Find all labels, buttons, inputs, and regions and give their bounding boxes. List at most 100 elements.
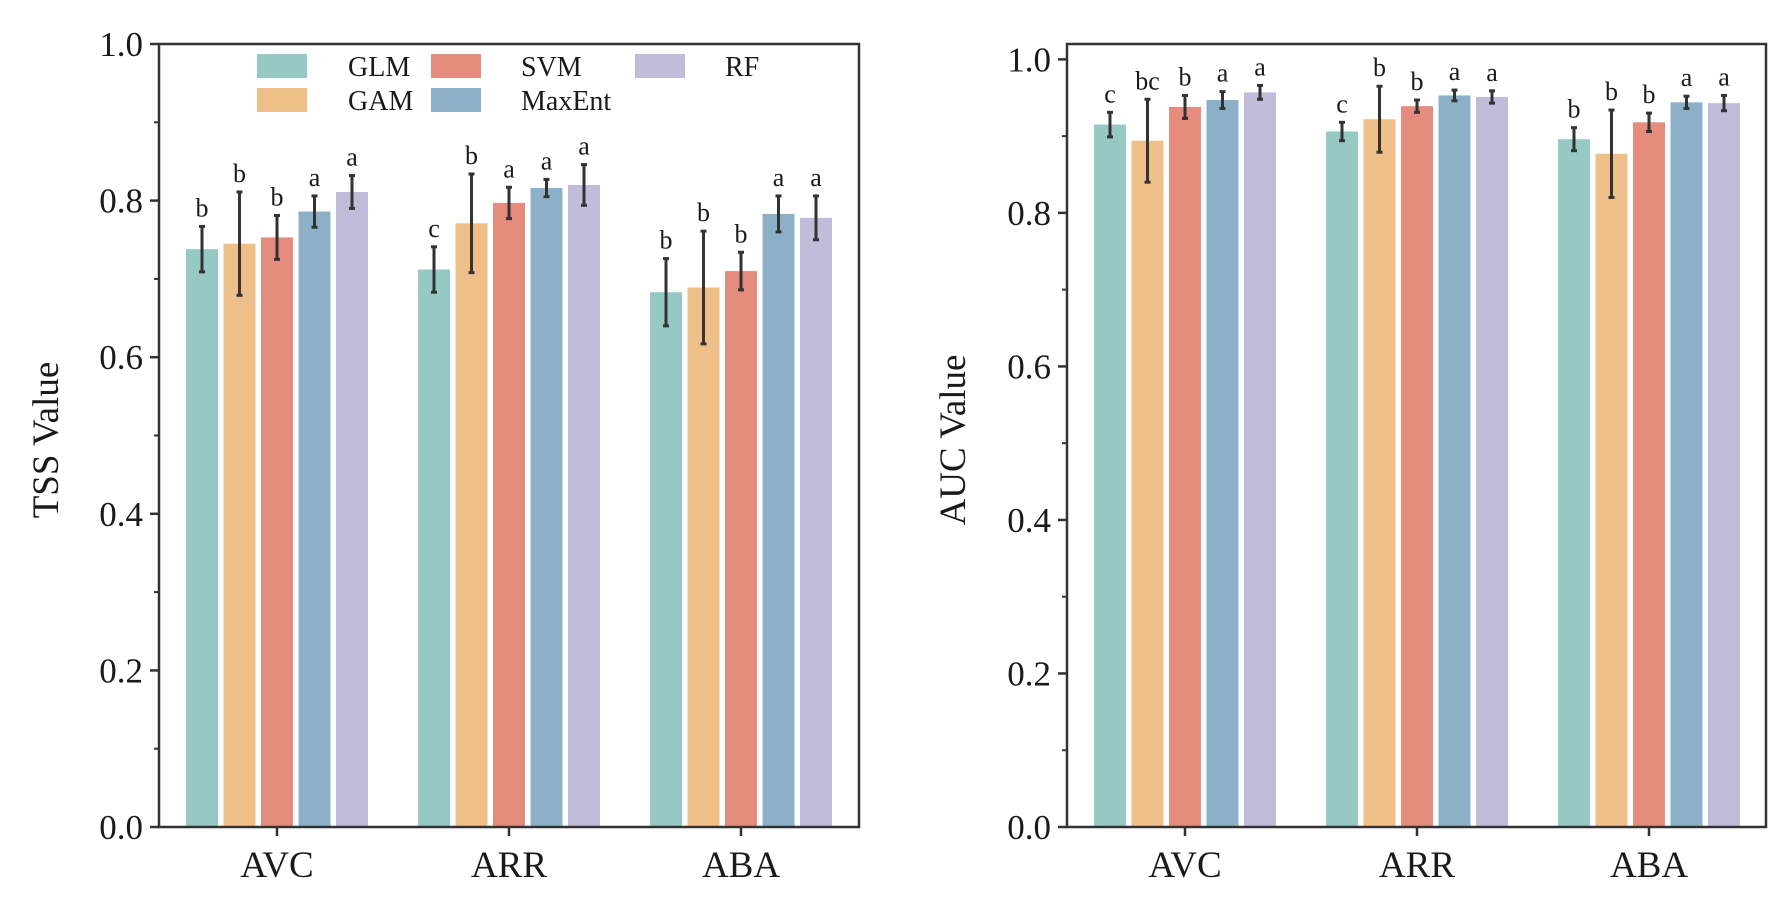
auc-y-axis-title: AUC Value	[933, 355, 974, 526]
auc-bar-gam-arr	[1363, 119, 1396, 827]
auc-errorbar-gam-arr	[1376, 84, 1383, 154]
legend-label-svm: SVM	[521, 52, 582, 83]
auc-bar-maxent-arr	[1438, 95, 1471, 827]
tss-errorbar-maxent-aba	[775, 194, 782, 234]
auc-y-tick-label: 1.0	[1007, 40, 1051, 79]
tss-sig-label-gam-arr: b	[465, 141, 478, 170]
auc-errorbars	[1107, 83, 1727, 200]
legend: GLM GAM SVM MaxEnt RF	[257, 52, 759, 117]
auc-bar-glm-avc	[1094, 124, 1126, 827]
auc-bar-svm-avc	[1169, 106, 1201, 827]
tss-y-tick-label: 0.8	[99, 182, 143, 221]
tss-bar-svm-arr	[493, 202, 525, 828]
auc-errorbar-rf-arr	[1489, 89, 1495, 105]
auc-bar-glm-aba	[1558, 139, 1590, 827]
tss-errorbar-maxent-avc	[311, 194, 318, 229]
tss-bar-maxent-avc	[298, 211, 331, 827]
tss-y-tick-label: 0.6	[99, 338, 143, 377]
legend-swatch-svm	[431, 54, 481, 78]
tss-errorbar-glm-avc	[199, 224, 205, 274]
auc-chart-panel: c c bbc bbb b ba a aa a a 0.00.20.40.60.81.0 AVC A…	[933, 40, 1768, 886]
legend-label-maxent: MaxEnt	[521, 86, 611, 117]
auc-sig-label-svm-arr: b	[1411, 67, 1424, 96]
auc-bar-gam-avc	[1131, 140, 1164, 828]
auc-errorbar-maxent-arr	[1451, 88, 1458, 103]
tss-errorbar-gam-avc	[236, 190, 243, 297]
tss-y-tick-label: 0.2	[99, 651, 143, 690]
tss-errorbar-svm-aba	[738, 250, 744, 292]
auc-errorbar-maxent-avc	[1219, 90, 1226, 110]
tss-errorbar-rf-avc	[349, 174, 355, 210]
auc-errorbar-maxent-aba	[1683, 94, 1690, 110]
tss-bar-gam-arr	[455, 223, 488, 827]
auc-errorbar-glm-arr	[1339, 120, 1345, 143]
tss-sig-label-svm-avc: b	[271, 182, 284, 211]
auc-bar-svm-arr	[1401, 106, 1433, 827]
legend-label-rf: RF	[725, 52, 759, 83]
auc-errorbar-svm-aba	[1646, 111, 1652, 134]
auc-bar-svm-aba	[1633, 122, 1665, 828]
auc-bar-rf-aba	[1708, 103, 1740, 827]
auc-bar-glm-arr	[1326, 131, 1358, 827]
tss-errorbar-svm-avc	[274, 213, 280, 261]
auc-y-tick-label: 0.4	[1007, 501, 1051, 540]
tss-bar-rf-aba	[800, 217, 832, 828]
tss-sig-label-gam-avc: b	[233, 159, 246, 188]
tss-y-tick-label: 0.4	[99, 495, 143, 534]
tss-sig-label-maxent-avc: a	[309, 163, 321, 192]
auc-sig-label-glm-aba: b	[1568, 95, 1581, 124]
tss-sig-label-svm-aba: b	[735, 219, 748, 248]
auc-errorbar-glm-avc	[1107, 110, 1113, 139]
auc-sig-label-maxent-aba: a	[1681, 63, 1693, 92]
tss-bar-glm-arr	[418, 269, 450, 827]
tss-errorbar-rf-aba	[813, 194, 819, 242]
legend-swatch-gam	[257, 88, 307, 112]
auc-sig-label-glm-avc: c	[1104, 79, 1116, 108]
tss-sig-label-maxent-arr: a	[541, 146, 553, 175]
tss-errorbars	[199, 163, 819, 346]
auc-y-tick-label: 0.6	[1007, 347, 1051, 386]
auc-errorbar-gam-avc	[1144, 97, 1151, 184]
auc-sig-label-glm-arr: c	[1336, 89, 1348, 118]
legend-swatch-rf	[635, 54, 685, 78]
tss-x-tick-label-avc: AVC	[240, 845, 313, 886]
tss-bar-svm-aba	[725, 271, 757, 827]
tss-errorbar-gam-arr	[468, 172, 475, 275]
auc-sig-label-gam-arr: b	[1373, 53, 1386, 82]
auc-errorbar-rf-avc	[1257, 83, 1263, 101]
legend-swatch-glm	[257, 54, 307, 78]
legend-label-gam: GAM	[348, 86, 413, 117]
tss-bar-glm-aba	[650, 292, 682, 827]
auc-sig-label-rf-avc: a	[1254, 52, 1266, 81]
tss-sig-label-rf-avc: a	[346, 143, 358, 172]
auc-y-tick-label: 0.2	[1007, 654, 1051, 693]
auc-y-ticks: 0.0 0.2 0.4 0.6 0.8 1.0	[1007, 40, 1067, 847]
auc-y-tick-label: 0.0	[1007, 808, 1051, 847]
tss-bar-maxent-arr	[530, 188, 563, 827]
tss-sig-label-svm-arr: a	[503, 154, 515, 183]
auc-x-tick-label-aba: ABA	[1610, 845, 1688, 886]
auc-bar-maxent-aba	[1670, 102, 1703, 827]
auc-bar-gam-aba	[1595, 153, 1628, 827]
auc-x-tick-label-avc: AVC	[1148, 845, 1221, 886]
auc-y-tick-label: 0.8	[1007, 194, 1051, 233]
auc-sig-label-gam-aba: b	[1605, 77, 1618, 106]
auc-sig-label-gam-avc: bc	[1135, 66, 1160, 95]
tss-y-tick-label: 1.0	[99, 25, 143, 64]
auc-bar-rf-avc	[1244, 92, 1276, 828]
tss-sig-label-glm-avc: b	[196, 193, 209, 222]
tss-bar-gam-avc	[223, 243, 256, 828]
legend-label-glm: GLM	[348, 52, 410, 83]
auc-significance-labels: c c bbc bbb b ba a aa a a	[1104, 52, 1730, 123]
tss-bar-rf-arr	[568, 184, 600, 827]
tss-bar-glm-avc	[186, 249, 218, 827]
auc-sig-label-maxent-arr: a	[1449, 57, 1461, 86]
tss-errorbar-maxent-arr	[543, 177, 550, 199]
auc-sig-label-maxent-avc: a	[1217, 59, 1229, 88]
tss-x-ticks: AVC ARR ABA	[240, 827, 780, 886]
tss-bar-rf-avc	[336, 191, 368, 827]
tss-bar-gam-aba	[687, 287, 720, 827]
tss-x-tick-label-arr: ARR	[471, 845, 547, 886]
